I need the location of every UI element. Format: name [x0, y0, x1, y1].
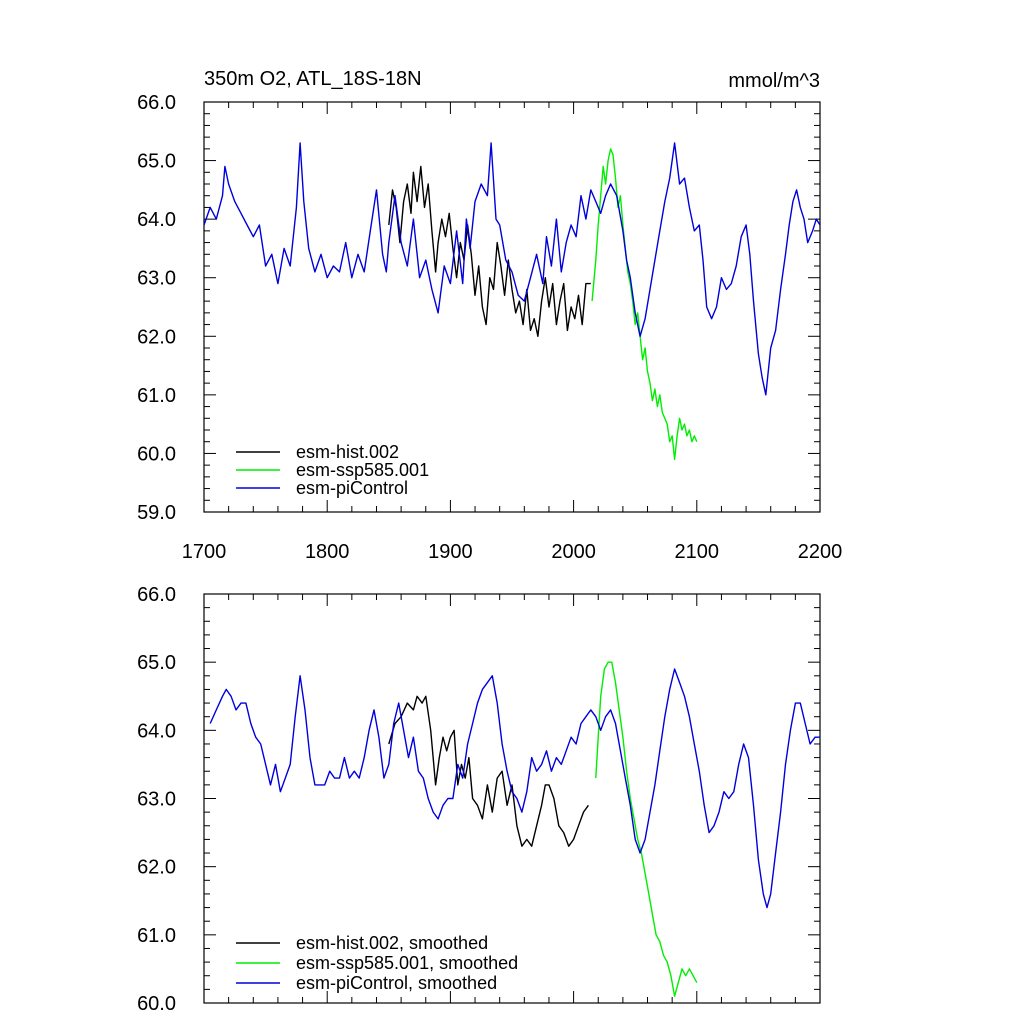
legend-label: esm-hist.002, smoothed: [296, 933, 488, 953]
series-line-esm-ssp585-001: [591, 148, 698, 460]
y-tick-label: 63.0: [137, 789, 176, 811]
y-tick-label: 64.0: [137, 209, 176, 231]
legend-label: esm-hist.002: [296, 442, 399, 462]
series-line-esm-hist-002: [388, 165, 591, 337]
x-tick-label: 2200: [798, 541, 843, 563]
x-tick-label: 1900: [428, 541, 473, 563]
y-tick-label: 66.0: [137, 584, 176, 606]
bottom-panel: 60.0 61.0 62.0 63.0 64.0 65.0 66.0 esm-hist.002…: [137, 584, 821, 1015]
legend-label: esm-piControl, smoothed: [296, 973, 497, 993]
y-tick-label: 60.0: [137, 993, 176, 1015]
series-line-esm-ssp585-001-smoothed: [595, 661, 698, 997]
y-tick-label: 59.0: [137, 502, 176, 524]
y-tick-label: 62.0: [137, 326, 176, 348]
legend-label: esm-ssp585.001, smoothed: [296, 953, 518, 973]
plot-frame: [203, 101, 821, 513]
y-tick-label: 61.0: [137, 385, 176, 407]
x-tick-label: 2000: [551, 541, 596, 563]
y-tick-label: 63.0: [137, 268, 176, 290]
series-line-esm-picontrol-smoothed: [209, 668, 820, 909]
units-label: mmol/m^3: [728, 70, 820, 92]
y-tick-label: 64.0: [137, 720, 176, 742]
y-tick-label: 62.0: [137, 857, 176, 879]
y-tick-label: 66.0: [137, 92, 176, 114]
series-line-esm-hist-002-smoothed: [388, 695, 589, 847]
y-tick-label: 61.0: [137, 925, 176, 947]
legend-label: esm-piControl: [296, 478, 408, 498]
series-line-esm-picontrol: [204, 142, 820, 396]
x-tick-label: 1700: [182, 541, 227, 563]
chart-title: 350m O2, ATL_18S-18N: [204, 68, 422, 90]
y-tick-label: 65.0: [137, 652, 176, 674]
x-tick-label: 1800: [305, 541, 350, 563]
x-tick-label: 2100: [675, 541, 720, 563]
top-panel: 59.0 60.0 61.0 62.0 63.0 64.0 65.0 66.0 1700 1800…: [137, 92, 842, 563]
y-tick-label: 65.0: [137, 151, 176, 173]
legend-label: esm-ssp585.001: [296, 460, 429, 480]
y-tick-label: 60.0: [137, 443, 176, 465]
